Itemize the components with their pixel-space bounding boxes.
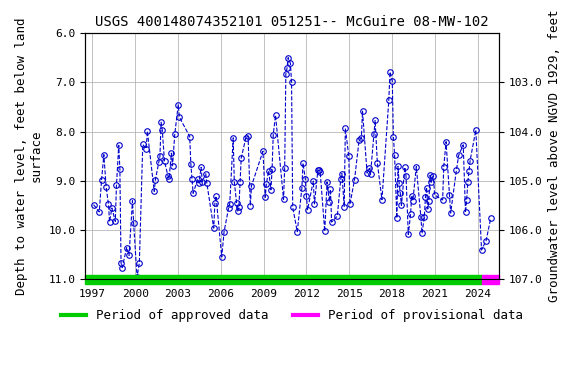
Bar	[85, 275, 482, 285]
Y-axis label: Groundwater level above NGVD 1929, feet: Groundwater level above NGVD 1929, feet	[548, 10, 561, 303]
Title: USGS 400148074352101 051251-- McGuire 08-MW-102: USGS 400148074352101 051251-- McGuire 08…	[95, 15, 489, 29]
Legend: Period of approved data, Period of provisional data: Period of approved data, Period of provi…	[56, 305, 528, 328]
Y-axis label: Depth to water level, feet below land
surface: Depth to water level, feet below land su…	[15, 17, 43, 295]
Bar	[482, 275, 499, 285]
